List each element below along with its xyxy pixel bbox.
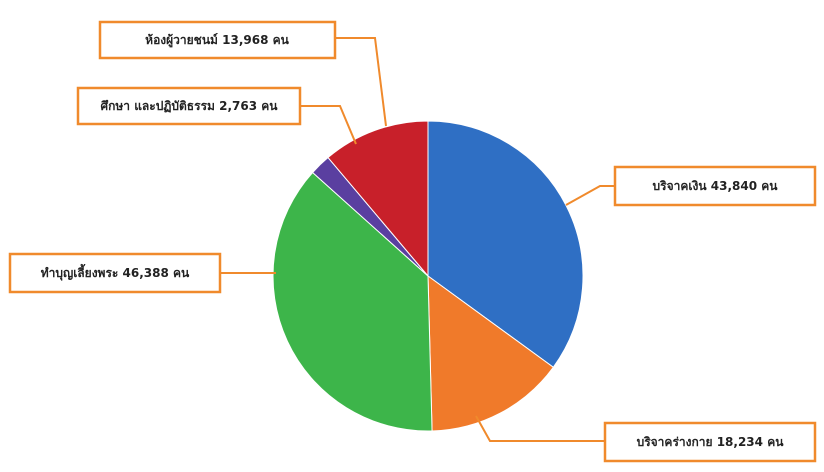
label-box: [8, 252, 222, 294]
label-box: [603, 421, 817, 463]
pie-slice: [327, 120, 429, 278]
leader-line: [335, 37, 387, 127]
slice-label: ห้องผู้วายชนม์ 13,968 คน: [145, 33, 289, 48]
leader-line: [300, 105, 357, 145]
slice-label: บริจาคร่างกาย 18,234 คน: [637, 435, 785, 449]
category: ทำบุญเลี้ยงพระ: [41, 263, 119, 281]
value-label: 18,234 คน: [717, 435, 785, 449]
category: ห้องผู้วายชนม์: [145, 33, 218, 48]
value-label: 46,388 คน: [123, 266, 191, 280]
pie-slice: [427, 274, 554, 432]
pie-slice: [427, 120, 584, 368]
pie: [272, 120, 584, 432]
label-box: [98, 20, 337, 60]
slice-label: ทำบุญเลี้ยงพระ 46,388 คน: [41, 263, 190, 281]
value-label: 43,840 คน: [711, 179, 779, 193]
leader-line: [565, 185, 615, 206]
category: ศึกษา และปฏิบัติธรรม: [100, 99, 214, 113]
label-box: [76, 86, 302, 126]
slice-label: ศึกษา และปฏิบัติธรรม 2,763 คน: [100, 99, 278, 113]
value-label: 13,968 คน: [222, 33, 290, 47]
label-box: [613, 165, 817, 207]
slice-label: บริจาคเงิน 43,840 คน: [653, 179, 779, 193]
leader-line: [475, 415, 605, 442]
value-label: 2,763 คน: [219, 99, 278, 113]
category: บริจาคเงิน: [653, 179, 708, 193]
pie-slice: [272, 171, 433, 432]
category: บริจาคร่างกาย: [637, 435, 713, 449]
